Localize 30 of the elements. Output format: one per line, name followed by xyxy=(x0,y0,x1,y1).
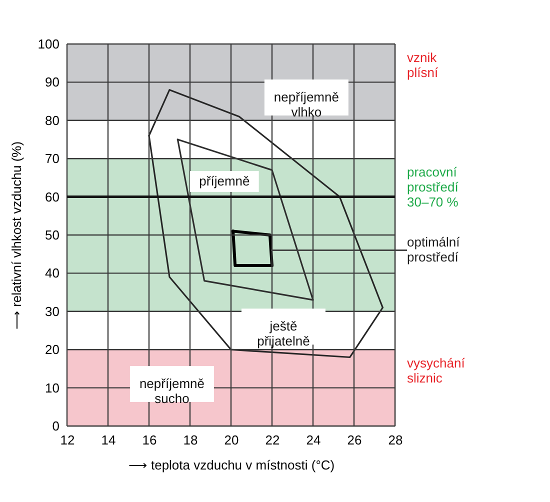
y-tick-label: 70 xyxy=(45,151,60,166)
y-tick-label: 10 xyxy=(45,380,60,396)
x-tick-label: 12 xyxy=(60,432,75,448)
y-tick-label: 80 xyxy=(45,112,60,128)
y-tick-label: 90 xyxy=(45,74,60,90)
band-label: vysychání sliznic xyxy=(407,356,466,386)
band-label: vznik plísní xyxy=(407,50,438,80)
y-axis-title: ⟶ relativní vlhkost vzduchu (%) xyxy=(8,141,24,330)
annotation: nepříjemně vlhko xyxy=(274,89,339,120)
x-axis-title: ⟶ teplota vzduchu v místnosti (°C) xyxy=(128,458,335,472)
x-tick-label: 16 xyxy=(142,432,157,448)
y-tick-label: 0 xyxy=(52,418,60,434)
y-tick-label: 20 xyxy=(45,342,60,358)
y-tick-label: 100 xyxy=(38,36,60,52)
annotation: nepříjemně sucho xyxy=(139,376,204,406)
annotation: optimální prostředí xyxy=(407,234,460,264)
y-tick-label: 30 xyxy=(45,304,60,319)
x-tick-label: 14 xyxy=(101,432,116,448)
y-tick-label: 40 xyxy=(45,266,60,281)
band-label: pracovní prostředí 30–70 % xyxy=(407,164,459,210)
x-tick-label: 18 xyxy=(183,432,198,448)
y-tick-label: 50 xyxy=(45,228,60,242)
y-tick-label: 60 xyxy=(45,189,60,204)
x-tick-label: 20 xyxy=(224,432,239,448)
x-tick-label: 28 xyxy=(388,432,403,448)
x-tick-label: 26 xyxy=(347,432,362,448)
x-tick-label: 22 xyxy=(265,432,280,448)
annotation: příjemně xyxy=(199,174,250,189)
annotation: ještě přijatelně xyxy=(257,318,310,349)
x-tick-label: 24 xyxy=(306,432,321,448)
